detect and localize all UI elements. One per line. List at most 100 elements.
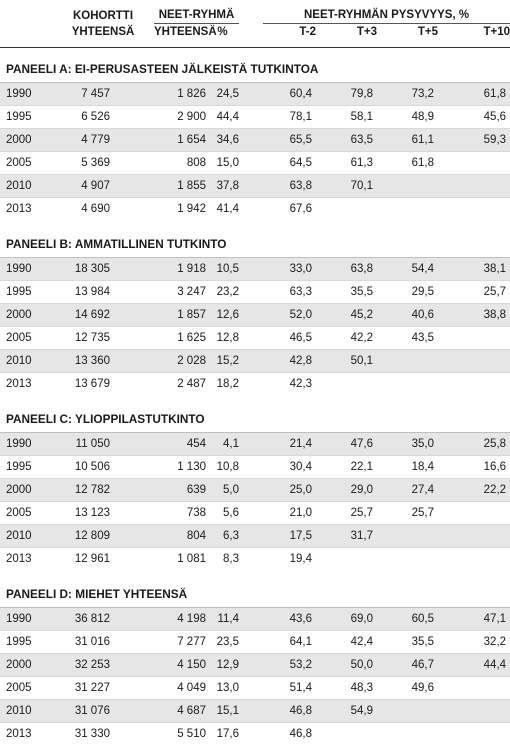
cohort-total-cell: 12 735 (52, 327, 110, 350)
neet-total-cell: 2 900 (110, 106, 206, 129)
year-cell: 2013 (0, 198, 52, 221)
neet-pct-cell: 44,4 (206, 106, 239, 129)
t-plus10-cell (438, 152, 510, 175)
t-plus3-cell: 42,2 (316, 327, 377, 350)
cohort-total-cell: 32 253 (52, 654, 110, 677)
neet-pct-cell: 15,0 (206, 152, 239, 175)
spacer-cell (239, 700, 263, 723)
t-plus5-cell: 27,4 (377, 479, 438, 502)
t-minus2-cell: 63,8 (263, 175, 316, 198)
t-minus2-cell: 51,4 (263, 677, 316, 700)
t-plus10-cell: 38,1 (438, 258, 510, 281)
persistence-header: NEET-RYHMÄN PYSYVYYS, % (263, 0, 510, 24)
spacer-cell (239, 502, 263, 525)
panel-title: PANEELI A: EI-PERUSASTEEN JÄLKEISTÄ TUTK… (0, 48, 510, 83)
t-plus10-cell (438, 700, 510, 723)
t-minus2-cell: 17,5 (263, 525, 316, 548)
year-cell: 2000 (0, 304, 52, 327)
neet-total-cell: 1 942 (110, 198, 206, 221)
t-minus2-cell: 21,4 (263, 433, 316, 456)
year-cell: 1995 (0, 281, 52, 304)
t-plus10-cell: 38,8 (438, 304, 510, 327)
neet-pct-cell: 15,1 (206, 700, 239, 723)
year-cell: 1990 (0, 608, 52, 631)
year-cell: 2010 (0, 175, 52, 198)
t-plus3-cell: 35,5 (316, 281, 377, 304)
spacer-cell (239, 654, 263, 677)
neet-total-cell: 1 857 (110, 304, 206, 327)
year-cell: 2013 (0, 723, 52, 745)
year-cell: 1990 (0, 433, 52, 456)
t-plus3-cell: 48,3 (316, 677, 377, 700)
year-cell: 2005 (0, 677, 52, 700)
neet-total-header: YHTEENSÄ (154, 24, 206, 48)
t-plus10-cell: 25,8 (438, 433, 510, 456)
year-cell: 2005 (0, 327, 52, 350)
t-plus5-cell: 49,6 (377, 677, 438, 700)
spacer-cell (239, 456, 263, 479)
t-minus2-cell: 33,0 (263, 258, 316, 281)
t-plus5-cell: 40,6 (377, 304, 438, 327)
t-plus10-cell: 44,4 (438, 654, 510, 677)
t-plus3-cell: 47,6 (316, 433, 377, 456)
neet-total-cell: 2 028 (110, 350, 206, 373)
neet-pct-cell: 12,8 (206, 327, 239, 350)
cohort-total-cell: 13 679 (52, 373, 110, 396)
neet-pct-cell: 18,2 (206, 373, 239, 396)
t-plus5-header: T+5 (377, 24, 438, 48)
t-plus3-cell (316, 548, 377, 571)
t-plus5-cell: 60,5 (377, 608, 438, 631)
neet-pct-cell: 37,8 (206, 175, 239, 198)
t-minus2-cell: 65,5 (263, 129, 316, 152)
neet-total-cell: 7 277 (110, 631, 206, 654)
neet-total-cell: 738 (110, 502, 206, 525)
cohort-total-cell: 7 457 (52, 83, 110, 106)
spacer-cell (239, 373, 263, 396)
spacer-cell (239, 350, 263, 373)
t-plus10-cell (438, 373, 510, 396)
t-plus5-cell: 43,5 (377, 327, 438, 350)
t-plus3-cell: 29,0 (316, 479, 377, 502)
neet-pct-cell: 4,1 (206, 433, 239, 456)
t-minus2-cell: 78,1 (263, 106, 316, 129)
cohort-total-cell: 31 016 (52, 631, 110, 654)
neet-total-cell: 1 654 (110, 129, 206, 152)
t-plus3-header: T+3 (316, 24, 377, 48)
t-plus10-cell (438, 175, 510, 198)
neet-total-cell: 5 510 (110, 723, 206, 745)
t-plus5-cell (377, 700, 438, 723)
t-plus3-cell: 63,5 (316, 129, 377, 152)
t-plus10-cell: 25,7 (438, 281, 510, 304)
year-cell: 1990 (0, 83, 52, 106)
cohort-total-cell: 5 369 (52, 152, 110, 175)
t-plus3-cell: 31,7 (316, 525, 377, 548)
t-plus3-cell (316, 198, 377, 221)
t-minus2-cell: 46,8 (263, 723, 316, 745)
t-plus10-cell (438, 350, 510, 373)
spacer-cell (239, 152, 263, 175)
spacer-cell (239, 129, 263, 152)
t-minus2-cell: 64,1 (263, 631, 316, 654)
t-minus2-cell: 21,0 (263, 502, 316, 525)
t-plus10-cell (438, 548, 510, 571)
t-plus10-cell (438, 677, 510, 700)
t-plus5-cell: 35,5 (377, 631, 438, 654)
t-plus3-cell: 50,0 (316, 654, 377, 677)
year-cell: 1995 (0, 456, 52, 479)
neet-total-cell: 3 247 (110, 281, 206, 304)
table-header: KOHORTTI NEET-RYHMÄ NEET-RYHMÄN PYSYVYYS… (0, 0, 510, 48)
t-plus3-cell: 58,1 (316, 106, 377, 129)
year-cell: 2000 (0, 479, 52, 502)
neet-pct-cell: 13,0 (206, 677, 239, 700)
